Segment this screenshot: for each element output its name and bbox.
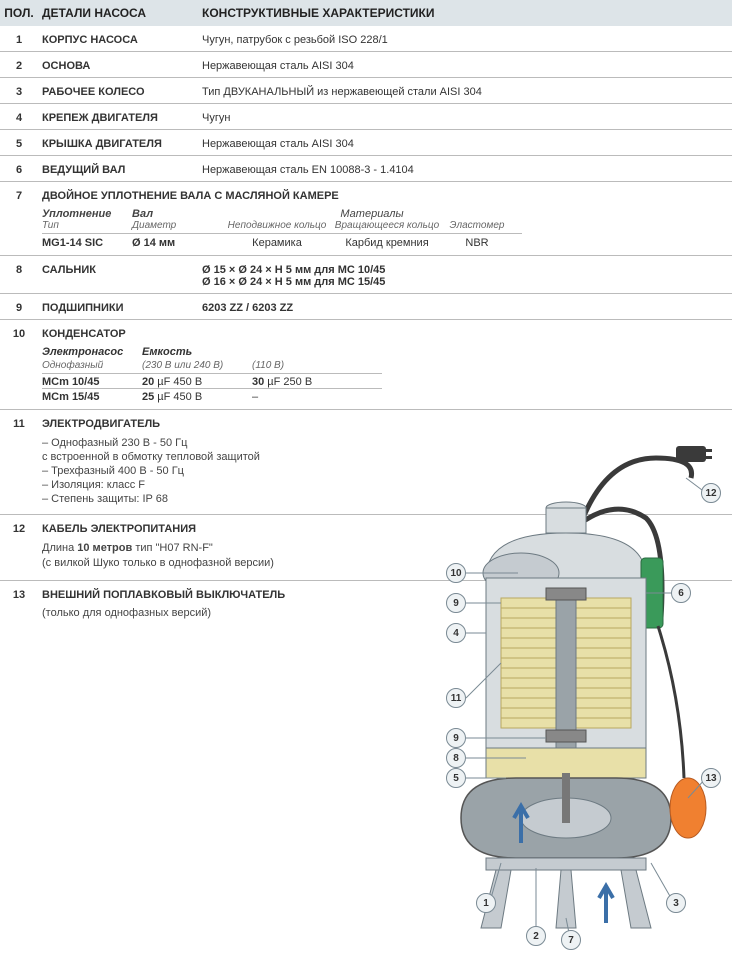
- header-name: ДЕТАЛИ НАСОСА: [38, 6, 198, 20]
- callout-9b: 9: [446, 728, 466, 748]
- callout-10: 10: [446, 563, 466, 583]
- callout-2: 2: [526, 926, 546, 946]
- header-desc: КОНСТРУКТИВНЫЕ ХАРАКТЕРИСТИКИ: [198, 6, 732, 20]
- callout-9: 9: [446, 593, 466, 613]
- pump-diagram: 10 9 4 11 9 8 5 6 12 13 1 2 7 3: [406, 438, 726, 948]
- spec-row: 1 КОРПУС НАСОСА Чугун, патрубок с резьбо…: [0, 26, 732, 52]
- callout-8: 8: [446, 748, 466, 768]
- section-seal: 7 ДВОЙНОЕ УПЛОТНЕНИЕ ВАЛА С МАСЛЯНОЙ КАМ…: [0, 182, 732, 206]
- spec-row-oilseal: 8 САЛЬНИК Ø 15 × Ø 24 × H 5 мм для MC 10…: [0, 256, 732, 294]
- spec-row: 2 ОСНОВА Нержавеющая сталь AISI 304: [0, 52, 732, 78]
- spec-row-bearings: 9 ПОДШИПНИКИ 6203 ZZ / 6203 ZZ: [0, 294, 732, 320]
- section-motor: 11 ЭЛЕКТРОДВИГАТЕЛЬ: [0, 410, 732, 434]
- seal-table: Уплотнение Вал Материалы Тип Диаметр Неп…: [0, 206, 732, 256]
- callout-11: 11: [446, 688, 466, 708]
- capacitor-table: Электронасос Емкость Однофазный (230 В и…: [0, 344, 732, 410]
- callout-3: 3: [666, 893, 686, 913]
- header-pol: ПОЛ.: [0, 6, 38, 20]
- callout-13: 13: [701, 768, 721, 788]
- callout-7: 7: [561, 930, 581, 950]
- callout-12: 12: [701, 483, 721, 503]
- section-capacitor: 10 КОНДЕНСАТОР: [0, 320, 732, 344]
- callout-1: 1: [476, 893, 496, 913]
- table-header: ПОЛ. ДЕТАЛИ НАСОСА КОНСТРУКТИВНЫЕ ХАРАКТ…: [0, 0, 732, 26]
- spec-row: 4 КРЕПЕЖ ДВИГАТЕЛЯ Чугун: [0, 104, 732, 130]
- spec-row: 5 КРЫШКА ДВИГАТЕЛЯ Нержавеющая сталь AIS…: [0, 130, 732, 156]
- callout-4: 4: [446, 623, 466, 643]
- spec-row: 3 РАБОЧЕЕ КОЛЕСО Тип ДВУКАНАЛЬНЫЙ из нер…: [0, 78, 732, 104]
- callout-5: 5: [446, 768, 466, 788]
- spec-row: 6 ВЕДУЩИЙ ВАЛ Нержавеющая сталь EN 10088…: [0, 156, 732, 182]
- callout-6: 6: [671, 583, 691, 603]
